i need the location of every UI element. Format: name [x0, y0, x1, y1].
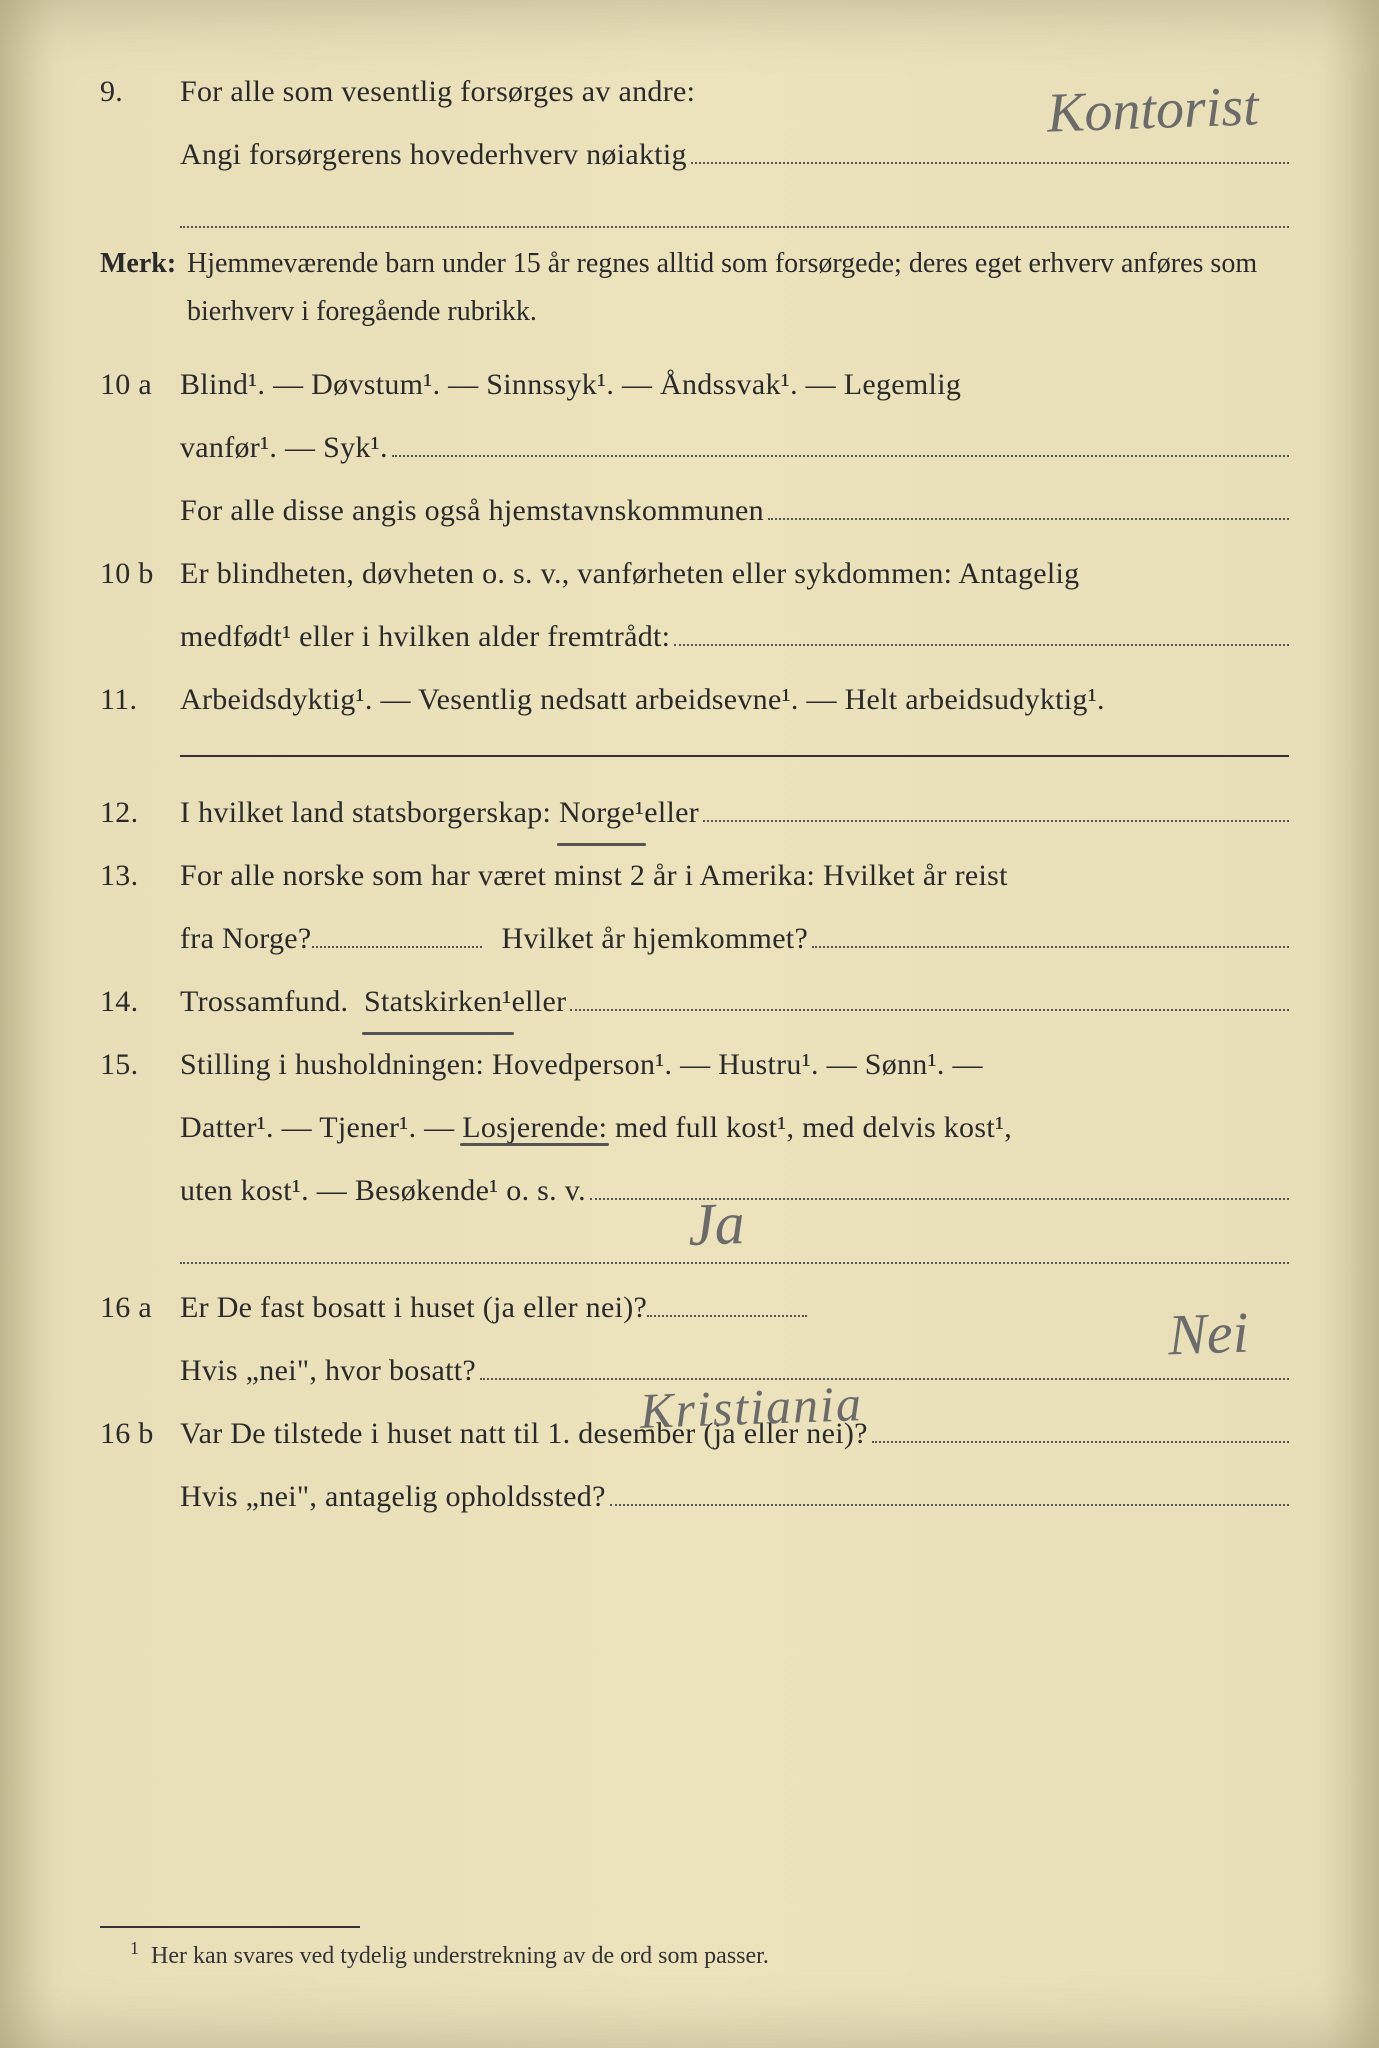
q10b-line1: 10 b Er blindheten, døvheten o. s. v., v… [100, 542, 1289, 605]
q9-number: 9. [100, 60, 180, 123]
q15-line1: 15. Stilling i husholdningen: Hovedperso… [100, 1033, 1289, 1096]
footnote: 1 Her kan svares ved tydelig understrekn… [130, 1938, 769, 1970]
q10a-line1: 10 a Blind¹. — Døvstum¹. — Sinnssyk¹. — … [100, 353, 1289, 416]
q16a-line1: 16 a Er De fast bosatt i huset (ja eller… [100, 1276, 1289, 1339]
q13-year-left-line[interactable] [312, 922, 482, 948]
q16a-handwritten-answer: Ja [687, 1189, 746, 1260]
q16a-text1: Er De fast bosatt i huset (ja eller nei)… [180, 1276, 647, 1339]
q10b-number: 10 b [100, 542, 180, 605]
q10b-line2: medfødt¹ eller i hvilken alder fremtrådt… [100, 605, 1289, 668]
q16a-number: 16 a [100, 1276, 180, 1339]
q15-text2b: med full kost¹, med delvis kost¹, [615, 1111, 1012, 1144]
q13-text1: For alle norske som har været minst 2 år… [180, 844, 1289, 907]
merk-text: Hjemmeværende barn under 15 år regnes al… [187, 240, 1286, 335]
q9-continuation-line[interactable] [180, 198, 1289, 228]
q13-line1: 13. For alle norske som har været minst … [100, 844, 1289, 907]
q10a-text3: For alle disse angis også hjemstavnskomm… [180, 479, 764, 542]
q10a-line2: vanfør¹. — Syk¹. [100, 416, 1289, 479]
q11-number: 11. [100, 668, 180, 731]
q13-text2a: fra Norge? [180, 907, 312, 970]
q15-underlined: Losjerende: [462, 1111, 607, 1144]
q16a-text2: Hvis „nei", hvor bosatt? [180, 1339, 476, 1402]
q9-handwritten-answer: Kontorist [1046, 74, 1260, 145]
q15-text3: uten kost¹. — Besøkende¹ o. s. v. [180, 1159, 586, 1222]
q14-answer-line[interactable] [570, 985, 1289, 1011]
q16b-text2: Hvis „nei", antagelig opholdssted? [180, 1465, 606, 1528]
q9-text2: Angi forsørgerens hovederhverv nøiaktig [180, 123, 687, 186]
q16b-number: 16 b [100, 1402, 180, 1465]
q10b-text2: medfødt¹ eller i hvilken alder fremtrådt… [180, 605, 670, 668]
q10a-kommune-line[interactable] [768, 494, 1289, 520]
census-form-page: 9. For alle som vesentlig forsørges av a… [0, 0, 1379, 2048]
section-divider-1 [180, 755, 1289, 757]
q12-answer-line[interactable] [703, 796, 1289, 822]
q12-line: 12. I hvilket land statsborgerskap: Norg… [100, 781, 1289, 844]
footnote-number: 1 [130, 1938, 139, 1958]
q15-text1: Stilling i husholdningen: Hovedperson¹. … [180, 1033, 1289, 1096]
merk-label: Merk: [100, 240, 180, 288]
q10b-text1: Er blindheten, døvheten o. s. v., vanfør… [180, 542, 1289, 605]
q15-number: 15. [100, 1033, 180, 1096]
q16b-line2: Hvis „nei", antagelig opholdssted? [100, 1465, 1289, 1528]
q12-prefix: I hvilket land statsborgerskap: [180, 781, 551, 844]
q15-text2a: Datter¹. — Tjener¹. — [180, 1111, 462, 1144]
q12-underlined: Norge¹ [559, 781, 644, 844]
q15-line2: Datter¹. — Tjener¹. — Losjerende: med fu… [100, 1096, 1289, 1159]
q14-number: 14. [100, 970, 180, 1033]
q10a-line3: For alle disse angis også hjemstavnskomm… [100, 479, 1289, 542]
q11-text: Arbeidsdyktig¹. — Vesentlig nedsatt arbe… [180, 668, 1289, 731]
merk-note: Merk: Hjemmeværende barn under 15 år reg… [100, 240, 1289, 335]
q16b-answer-line[interactable] [872, 1417, 1289, 1443]
q14-line: 14. Trossamfund. Statskirken¹ eller [100, 970, 1289, 1033]
q16a-answer-line[interactable] [647, 1291, 807, 1317]
q12-number: 12. [100, 781, 180, 844]
q13-line2: fra Norge? Hvilket år hjemkommet? [100, 907, 1289, 970]
q14-underlined: Statskirken¹ [364, 970, 512, 1033]
q10a-opts1: Blind¹. — Døvstum¹. — Sinnssyk¹. — Åndss… [180, 353, 1289, 416]
footnote-rule [100, 1926, 360, 1928]
q13-year-return-line[interactable] [812, 922, 1289, 948]
q14-prefix: Trossamfund. [180, 970, 348, 1033]
q10a-answer-line[interactable] [392, 431, 1289, 457]
q14-suffix: eller [512, 970, 567, 1033]
q11-line: 11. Arbeidsdyktig¹. — Vesentlig nedsatt … [100, 668, 1289, 731]
q9-answer-line[interactable] [691, 138, 1289, 164]
q16a-bosatt-line[interactable] [480, 1354, 1289, 1380]
footnote-text: Her kan svares ved tydelig understreknin… [151, 1943, 769, 1969]
q10a-number: 10 a [100, 353, 180, 416]
q10a-opts2: vanfør¹. — Syk¹. [180, 416, 388, 479]
q16b-handwritten-answer: Nei [1167, 1299, 1250, 1369]
q16b-place-line[interactable] [610, 1480, 1289, 1506]
q16b-handwritten-place: Kristiania [639, 1374, 864, 1440]
q10b-answer-line[interactable] [674, 620, 1289, 646]
q12-suffix: eller [644, 781, 699, 844]
q13-text2b: Hvilket år hjemkommet? [502, 907, 809, 970]
q13-number: 13. [100, 844, 180, 907]
